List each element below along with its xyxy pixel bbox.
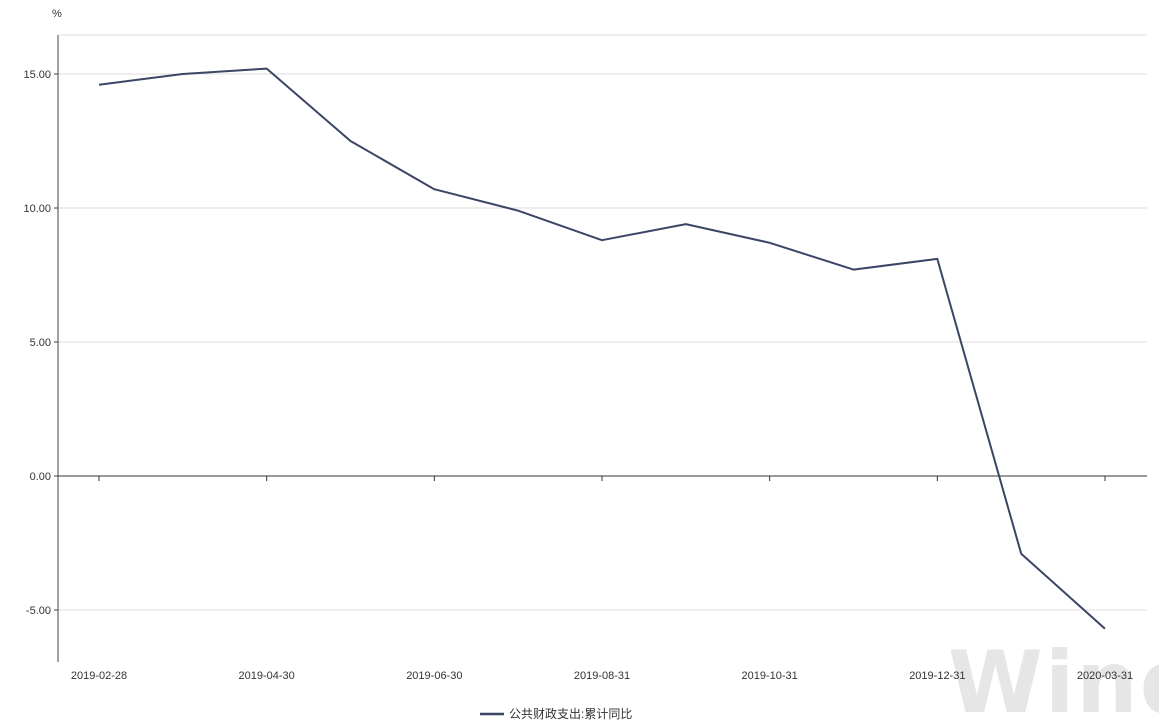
x-tick-label: 2019-02-28 [71, 670, 127, 682]
x-tick-label: 2019-06-30 [406, 670, 462, 682]
x-tick-labels: 2019-02-28 2019-04-30 2019-06-30 2019-08-31… [71, 476, 1133, 682]
y-unit-label: % [52, 8, 62, 20]
x-tick-label: 2020-03-31 [1077, 670, 1133, 682]
y-tick-label: 5.00 [30, 337, 51, 349]
series-line [98, 67, 1106, 630]
y-tick-label: -5.00 [26, 605, 51, 617]
series-layer [98, 67, 1106, 630]
wind-watermark: Wind [948, 633, 1159, 724]
legend-label: 公共财政支出:累计同比 [509, 707, 632, 721]
x-tick-label: 2019-08-31 [574, 670, 630, 682]
x-tick-label: 2019-12-31 [909, 670, 965, 682]
x-tick-label: 2019-10-31 [742, 670, 798, 682]
y-tick-label: 15.00 [23, 69, 51, 81]
gridlines [58, 34, 1147, 611]
y-tick-label: 10.00 [23, 203, 51, 215]
x-tick-label: 2019-04-30 [239, 670, 295, 682]
axes [57, 35, 1147, 662]
legend: 公共财政支出:累计同比 [480, 707, 632, 721]
y-tick-labels: 15.00 10.00 5.00 0.00 -5.00 [23, 69, 58, 617]
y-tick-label: 0.00 [30, 471, 51, 483]
